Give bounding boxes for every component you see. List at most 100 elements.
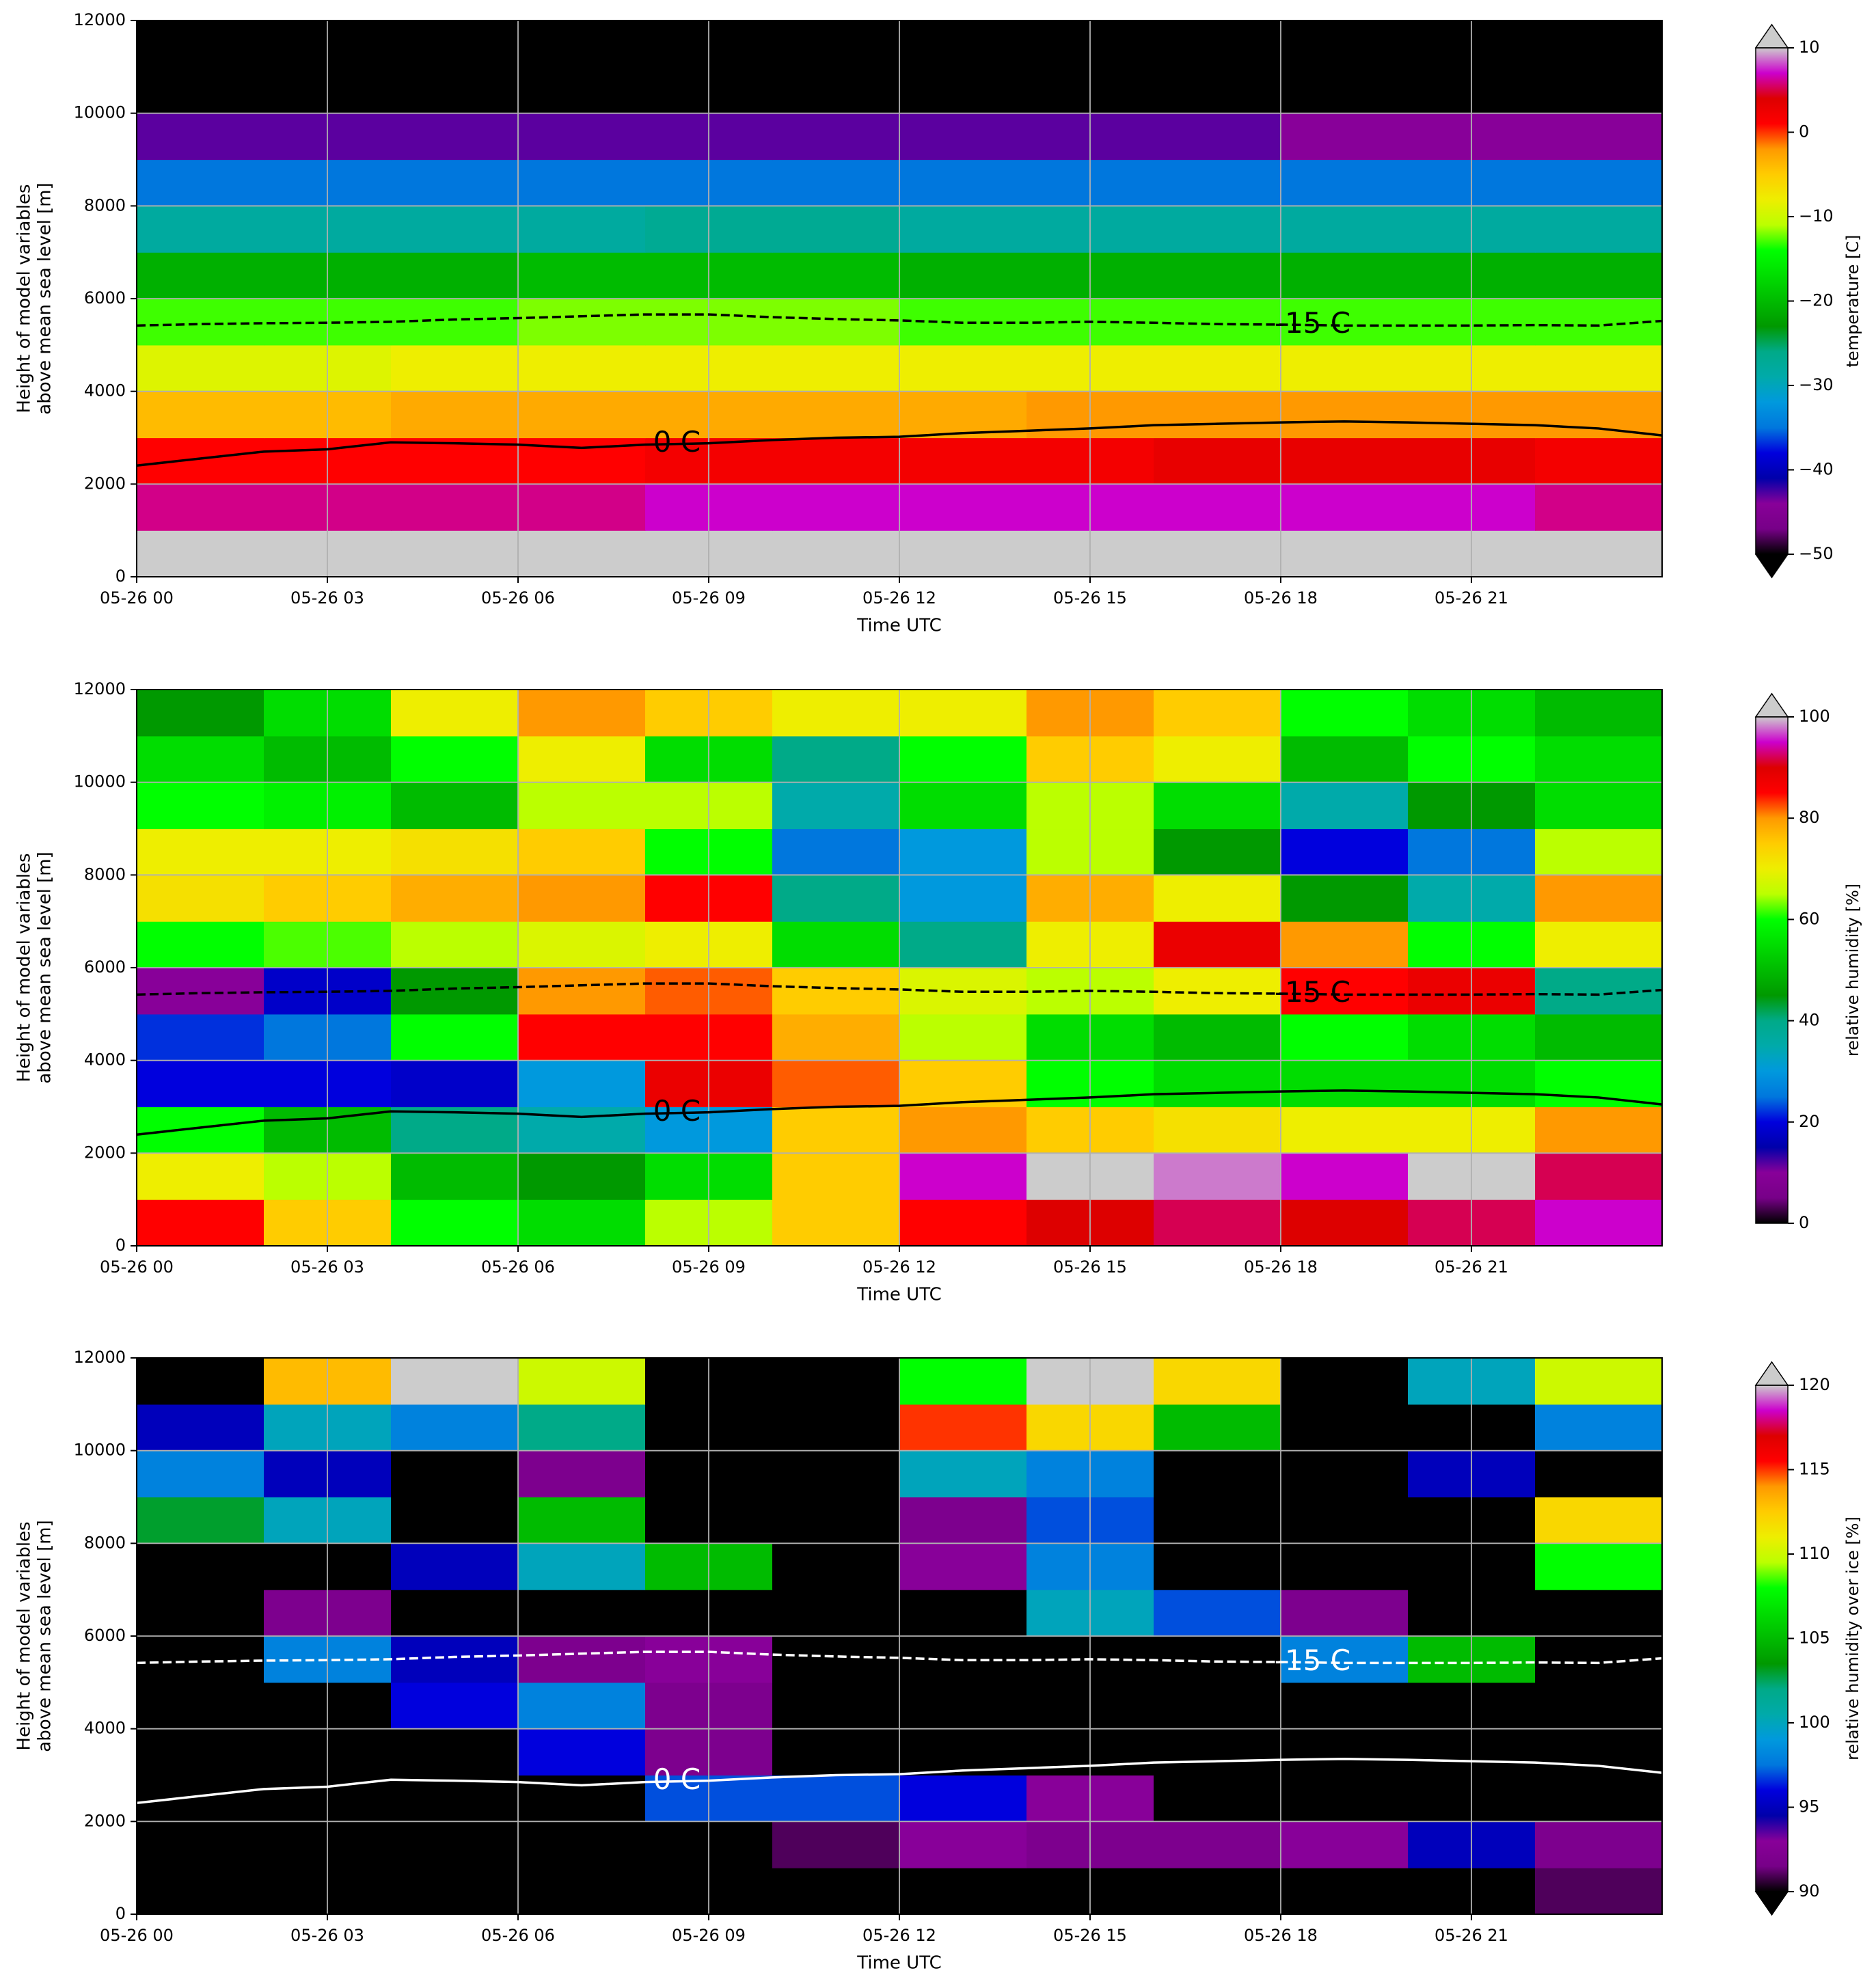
colorbar-tick-label: 60 bbox=[1799, 909, 1820, 928]
heatmap-cell bbox=[1154, 159, 1281, 206]
y-tick-label: 8000 bbox=[84, 1533, 126, 1552]
heatmap-cell bbox=[1281, 1821, 1409, 1868]
heatmap-cell bbox=[391, 252, 519, 299]
heatmap-cell bbox=[1281, 1450, 1409, 1498]
heatmap-cell bbox=[899, 206, 1027, 253]
x-tick-label: 05-26 03 bbox=[290, 588, 364, 608]
heatmap-cell bbox=[137, 21, 264, 68]
heatmap-cell bbox=[137, 735, 264, 783]
heatmap-cell bbox=[391, 1450, 519, 1498]
heatmap-cell bbox=[899, 1868, 1027, 1914]
x-tick-label: 05-26 18 bbox=[1244, 1926, 1318, 1945]
heatmap-cell bbox=[899, 875, 1027, 922]
heatmap-cell bbox=[772, 1590, 900, 1637]
heatmap-cell bbox=[772, 21, 900, 68]
heatmap-cell bbox=[1535, 344, 1662, 392]
heatmap-cell bbox=[1535, 1450, 1662, 1498]
heatmap-cell bbox=[518, 252, 646, 299]
heatmap-cell bbox=[899, 1775, 1027, 1822]
heatmap-cell bbox=[1154, 875, 1281, 922]
heatmap-cell bbox=[1281, 530, 1409, 577]
heatmap-cell bbox=[137, 968, 264, 1015]
y-tick-label: 4000 bbox=[84, 381, 126, 400]
y-tick-label: 12000 bbox=[74, 10, 126, 29]
heatmap-cell bbox=[518, 391, 646, 439]
heatmap-cell bbox=[1281, 66, 1409, 114]
heatmap-cell bbox=[391, 530, 519, 577]
heatmap-cell bbox=[518, 1682, 646, 1730]
heatmap-cell bbox=[899, 437, 1027, 485]
heatmap-cell bbox=[1281, 1404, 1409, 1452]
colorbar-extend-min bbox=[1754, 554, 1789, 579]
heatmap-cell bbox=[391, 1358, 519, 1405]
heatmap-cell bbox=[1154, 828, 1281, 875]
heatmap-cell bbox=[1535, 1636, 1662, 1683]
contour-label: -15 C bbox=[1275, 975, 1350, 1009]
heatmap-cell bbox=[1535, 21, 1662, 68]
colorbar-tick-label: −50 bbox=[1799, 544, 1834, 563]
heatmap-cell bbox=[1154, 1590, 1281, 1637]
heatmap-cell bbox=[137, 1728, 264, 1776]
y-tick-label: 0 bbox=[115, 567, 126, 586]
heatmap-cell bbox=[1154, 1450, 1281, 1498]
y-tick-label: 2000 bbox=[84, 1143, 126, 1162]
heatmap-cell bbox=[391, 1404, 519, 1452]
x-tick-label: 05-26 15 bbox=[1053, 1926, 1127, 1945]
colorbar-label: relative humidity [%] bbox=[1843, 884, 1862, 1057]
contour-label: 0 C bbox=[653, 1094, 701, 1128]
y-tick-label: 0 bbox=[115, 1904, 126, 1923]
heatmap-cell bbox=[1154, 206, 1281, 253]
heatmap-cell bbox=[899, 1450, 1027, 1498]
heatmap-cell bbox=[1154, 344, 1281, 392]
heatmap-cell bbox=[518, 1821, 646, 1868]
colorbar-tick-label: 110 bbox=[1799, 1544, 1830, 1563]
x-tick-label: 05-26 09 bbox=[672, 588, 746, 608]
colorbar-extend-max bbox=[1754, 23, 1789, 49]
plot-area bbox=[137, 690, 1662, 1246]
heatmap-cell bbox=[1281, 1153, 1409, 1200]
heatmap-cell bbox=[1535, 1199, 1662, 1246]
heatmap-cell bbox=[1154, 1497, 1281, 1544]
heatmap-cell bbox=[1281, 875, 1409, 922]
heatmap-cell bbox=[1535, 1775, 1662, 1822]
heatmap-cell bbox=[137, 344, 264, 392]
heatmap-cell bbox=[391, 828, 519, 875]
heatmap-cell bbox=[772, 484, 900, 531]
heatmap-cell bbox=[772, 1821, 900, 1868]
heatmap-cell bbox=[1535, 1728, 1662, 1776]
colorbar-tick-label: 0 bbox=[1799, 1213, 1809, 1232]
x-tick-label: 05-26 15 bbox=[1053, 1257, 1127, 1277]
heatmap-cell bbox=[1535, 1060, 1662, 1108]
x-tick-label: 05-26 12 bbox=[862, 1257, 936, 1277]
heatmap-cell bbox=[391, 735, 519, 783]
heatmap-cell bbox=[772, 1682, 900, 1730]
heatmap-cell bbox=[1154, 735, 1281, 783]
heatmap-cell bbox=[1535, 1821, 1662, 1868]
heatmap-cell bbox=[772, 1358, 900, 1405]
heatmap-cell bbox=[1535, 1590, 1662, 1637]
heatmap-cell bbox=[518, 484, 646, 531]
y-tick-label: 2000 bbox=[84, 1811, 126, 1830]
heatmap-cell bbox=[1281, 1682, 1409, 1730]
heatmap-cell bbox=[391, 782, 519, 830]
heatmap-cell bbox=[1535, 968, 1662, 1015]
heatmap-cell bbox=[137, 437, 264, 485]
heatmap-cell bbox=[518, 1497, 646, 1544]
heatmap-cell bbox=[1154, 1636, 1281, 1683]
y-tick-label: 2000 bbox=[84, 474, 126, 493]
heatmap-cell bbox=[772, 206, 900, 253]
heatmap-cell bbox=[1281, 1199, 1409, 1246]
heatmap-cell bbox=[1154, 530, 1281, 577]
y-tick-label: 12000 bbox=[74, 1348, 126, 1367]
heatmap-cell bbox=[899, 1153, 1027, 1200]
heatmap-cell bbox=[899, 1358, 1027, 1405]
heatmap-cell bbox=[1281, 921, 1409, 968]
heatmap-cell bbox=[518, 21, 646, 68]
heatmap-cell bbox=[137, 1821, 264, 1868]
heatmap-cell bbox=[518, 1199, 646, 1246]
heatmap-cell bbox=[137, 1060, 264, 1108]
heatmap-cell bbox=[518, 1358, 646, 1405]
heatmap-cell bbox=[899, 484, 1027, 531]
heatmap-cell bbox=[391, 1060, 519, 1108]
heatmap-cell bbox=[137, 159, 264, 206]
